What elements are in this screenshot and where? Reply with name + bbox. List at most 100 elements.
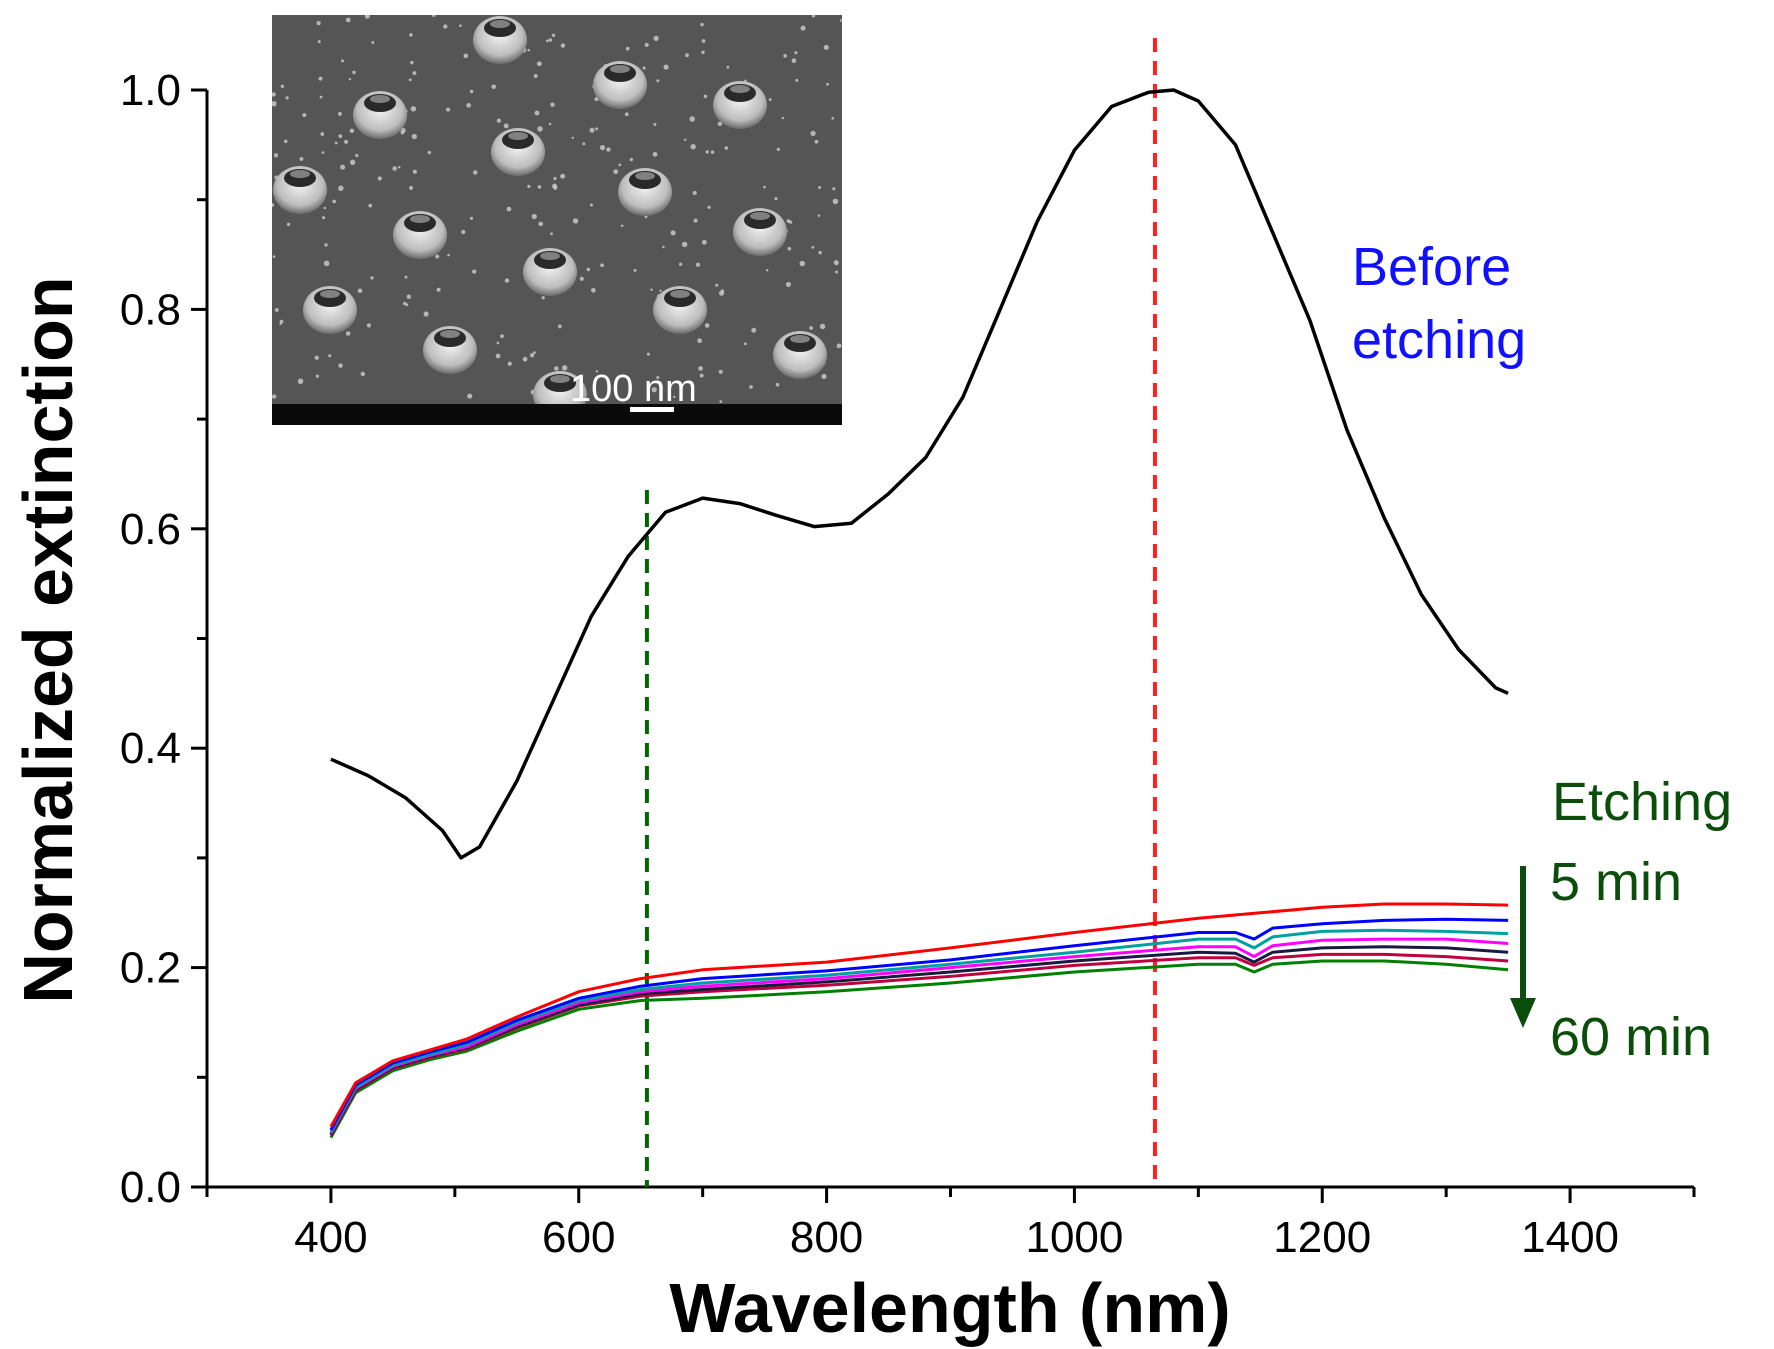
inset-speck: [724, 146, 729, 150]
series-line: [329, 902, 1509, 1128]
inset-speck: [774, 196, 778, 201]
inset-nanostructure: [353, 91, 407, 139]
inset-speck: [299, 156, 304, 161]
inset-speck: [272, 203, 275, 207]
inset-speck: [551, 33, 556, 37]
inset-speck: [818, 250, 822, 255]
inset-speck: [537, 185, 542, 189]
inset-speck: [783, 54, 787, 58]
inset-speck: [571, 136, 575, 140]
x-tick-label: 400: [294, 1213, 367, 1262]
inset-speck: [495, 353, 501, 359]
inset-speck: [826, 82, 829, 86]
inset-speck: [427, 150, 432, 155]
inset-speck: [348, 77, 352, 81]
inset-speck: [315, 374, 319, 378]
inset-nanostructure: [713, 81, 767, 129]
inset-speck: [701, 39, 706, 43]
series-line: [329, 945, 1509, 1136]
inset-speck: [338, 185, 344, 191]
inset-speck: [701, 50, 705, 55]
inset-speck: [371, 41, 375, 44]
inset-speck: [338, 363, 343, 368]
inset-nanostructure: [273, 166, 327, 214]
inset-speck: [765, 269, 769, 272]
x-tick-label: 600: [542, 1213, 615, 1262]
inset-speck: [787, 246, 792, 251]
inset-speck: [467, 393, 473, 399]
inset-speck: [443, 24, 448, 29]
inset-speck: [272, 100, 277, 107]
inset-speck: [280, 84, 285, 88]
inset-speck: [345, 17, 351, 23]
inset-nanostructure: [423, 326, 477, 374]
inset-speck: [337, 111, 342, 116]
inset-speck: [819, 323, 826, 330]
inset-speck: [776, 147, 780, 151]
inset-speck: [272, 255, 276, 259]
inset-speck: [650, 288, 653, 291]
inset-speck: [809, 326, 814, 330]
inset-speck: [579, 276, 584, 281]
inset-speck: [681, 241, 688, 248]
inset-speck: [832, 187, 836, 191]
y-axis-title: Normalized extinction: [9, 276, 87, 1003]
inset-speck: [633, 268, 637, 272]
inset-speck: [285, 96, 289, 100]
inset-nanostructure: [618, 168, 672, 216]
inset-speck: [644, 42, 649, 47]
inset-speck: [472, 269, 477, 274]
inset-speck: [317, 40, 321, 44]
inset-speck: [273, 153, 279, 158]
inset-speck: [345, 331, 351, 336]
y-tick-label: 0.6: [120, 505, 181, 554]
inset-speck: [349, 159, 356, 166]
inset-speck: [272, 394, 277, 399]
inset-speck: [321, 151, 325, 154]
etching-label: Etching: [1552, 772, 1732, 832]
inset-speck: [799, 260, 806, 267]
inset-speck: [459, 24, 462, 28]
inset-speck: [364, 15, 370, 19]
series-line: [329, 928, 1509, 1133]
inset-speck: [629, 157, 634, 162]
inset-speck: [409, 33, 413, 37]
inset-speck: [553, 177, 557, 181]
inset-speck: [403, 301, 407, 306]
y-tick-label: 0.4: [120, 724, 181, 773]
inset-nanostructure: [653, 286, 707, 334]
inset-speck: [791, 58, 797, 64]
inset-speck: [670, 230, 676, 236]
inset-speck: [586, 267, 591, 272]
inset-speck: [529, 353, 535, 358]
inset-speck: [618, 163, 622, 167]
inset-speck: [392, 166, 397, 171]
inset-speck: [835, 270, 839, 274]
inset-speck: [355, 153, 359, 158]
inset-speck: [504, 278, 510, 283]
inset-speck: [685, 53, 689, 58]
before-etching-label-line1: Before: [1352, 237, 1511, 297]
inset-speck: [599, 145, 606, 151]
inset-speck: [491, 84, 496, 89]
inset-speck: [324, 243, 328, 247]
inset-speck: [606, 147, 611, 152]
inset-speck: [717, 121, 723, 127]
inset-speck: [352, 70, 356, 75]
x-ticks: 400 600 800 1000 1200 1400: [205, 1187, 1696, 1262]
inset-speck: [811, 15, 816, 18]
inset-speck: [541, 296, 545, 300]
inset-speck: [595, 370, 599, 373]
inset-nanostructure: [733, 208, 787, 256]
x-tick-label: 1000: [1025, 1213, 1123, 1262]
inset-speck: [533, 74, 538, 79]
inset-speck: [656, 79, 660, 83]
etching-arrow-head: [1510, 998, 1536, 1028]
inset-nanostructure: [491, 128, 545, 176]
inset-speck: [436, 287, 441, 292]
y-tick-label: 0.2: [120, 944, 181, 993]
inset-speck: [624, 112, 629, 117]
inset-speck: [785, 281, 791, 288]
inset-speck: [644, 215, 648, 219]
inset-nanostructure: [523, 248, 577, 296]
